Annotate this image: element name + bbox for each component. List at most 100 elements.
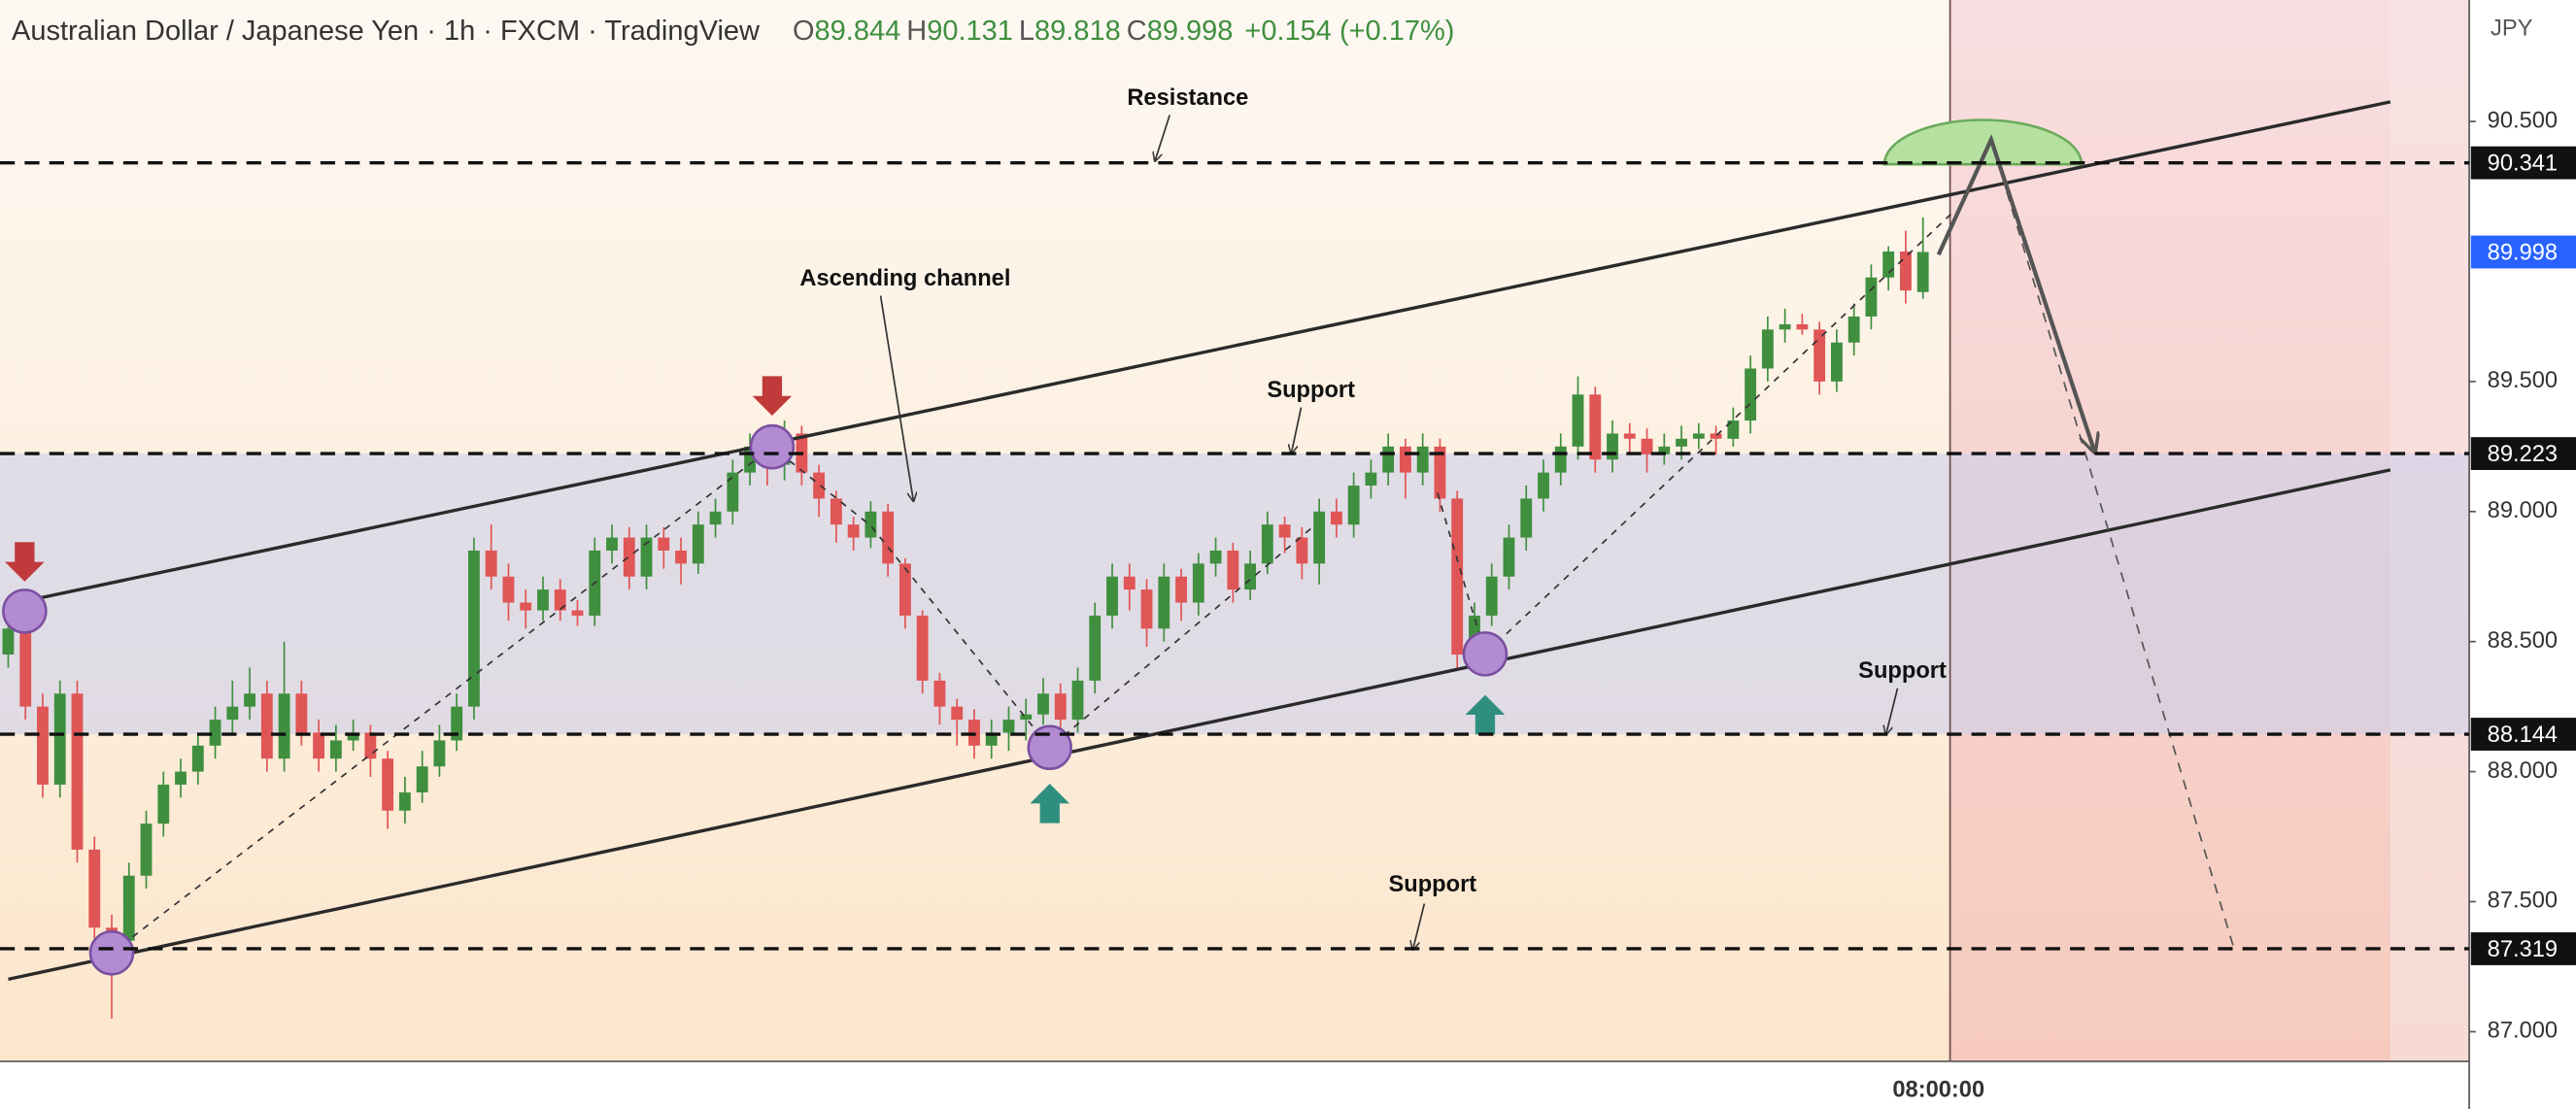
- candle-body: [1227, 550, 1239, 590]
- candle-body: [658, 537, 670, 551]
- candle-body: [675, 550, 687, 564]
- candle-body: [1140, 589, 1153, 629]
- range-zone: [0, 454, 2470, 735]
- candle-body: [122, 875, 135, 941]
- candle-body: [1054, 693, 1067, 721]
- wave-path: [1437, 209, 1956, 655]
- candle-body: [382, 758, 394, 811]
- candle-body: [71, 693, 84, 850]
- candle-body: [347, 732, 359, 741]
- candle-body: [933, 680, 946, 707]
- pivot: [1027, 724, 1073, 771]
- candle-body: [1830, 342, 1843, 382]
- candle-body: [1451, 498, 1464, 655]
- annotation-arrow: [879, 295, 914, 501]
- candle-body: [1572, 394, 1584, 447]
- candle-body: [1089, 615, 1102, 681]
- candle-body: [606, 537, 618, 551]
- channel-lower: [8, 468, 2391, 981]
- candle-body: [1520, 498, 1533, 538]
- candle-body: [1244, 563, 1257, 590]
- price-tag: [2470, 437, 2576, 470]
- candle-body: [416, 766, 428, 793]
- candle-body: [1071, 680, 1084, 721]
- candle-body: [847, 524, 860, 538]
- candle-body: [1813, 329, 1826, 382]
- candle-body: [864, 511, 877, 538]
- candle-body: [209, 720, 221, 746]
- price-tag-label: 88.144: [2488, 723, 2558, 748]
- reversal-dome: [1882, 118, 2084, 166]
- ohlc-value: 89.818: [1034, 16, 1121, 47]
- candle-body: [1400, 446, 1411, 473]
- channel-upper: [8, 100, 2391, 607]
- candle-body: [899, 563, 911, 616]
- annotation-arrow: [1291, 407, 1303, 454]
- ohlc-value: 89.998: [1146, 16, 1234, 47]
- candle-body: [1313, 511, 1326, 564]
- candle-body: [882, 511, 895, 564]
- candle-body: [640, 537, 653, 577]
- candle-body: [485, 550, 497, 577]
- pivot: [2, 588, 48, 634]
- candle-body: [951, 706, 964, 721]
- candle-body: [1209, 550, 1222, 564]
- candle-body: [520, 602, 532, 611]
- candle-body: [1037, 693, 1049, 715]
- annotation: Ascending channel: [799, 266, 1010, 291]
- price-tag: [2470, 932, 2576, 965]
- candle-body: [1002, 720, 1015, 733]
- candle-body: [1434, 446, 1446, 499]
- candle-body: [1796, 323, 1809, 330]
- candle-body: [1485, 576, 1498, 616]
- pivots: [2, 423, 1508, 976]
- ohlc-key: O: [792, 16, 815, 47]
- candle-body: [1692, 433, 1705, 439]
- candle-body: [1278, 524, 1291, 538]
- candle-body: [313, 732, 325, 759]
- annotation-arrow: [1413, 903, 1426, 950]
- candle-body: [260, 693, 273, 759]
- price-tag-label: 89.223: [2488, 442, 2558, 467]
- candle-body: [1382, 446, 1395, 473]
- candle-body: [1882, 251, 1895, 278]
- candle-body: [1607, 433, 1618, 460]
- candle-body: [830, 498, 842, 525]
- y-tick-label: 87.000: [2488, 1019, 2558, 1044]
- currency: JPY: [2491, 17, 2533, 42]
- wave-path: [111, 446, 1315, 954]
- candle-body: [744, 446, 757, 473]
- legend-header: Australian Dollar / Japanese Yen · 1h · …: [12, 16, 1454, 48]
- candle-body: [1847, 316, 1860, 343]
- candle-body: [1710, 433, 1722, 439]
- candle-body: [451, 706, 463, 741]
- candle-body: [1538, 472, 1549, 499]
- price-tag: [2470, 718, 2576, 751]
- candle-body: [1347, 486, 1360, 525]
- pivot: [749, 423, 796, 470]
- candle-body: [244, 693, 256, 707]
- annotation: Support: [1388, 872, 1476, 897]
- candle-body: [1296, 537, 1308, 564]
- candle-body: [1900, 251, 1912, 291]
- pivot: [1462, 631, 1508, 677]
- candle-body: [1676, 438, 1687, 447]
- ohlc-key: L: [1018, 16, 1035, 47]
- candle-body: [295, 693, 308, 733]
- candle-body: [329, 740, 342, 759]
- candle-body: [1261, 524, 1273, 564]
- down-arrow: [752, 376, 793, 417]
- candle-body: [1589, 394, 1602, 460]
- candle-body: [53, 693, 66, 785]
- annotation: Support: [1858, 658, 1947, 684]
- candle-body: [1192, 563, 1204, 603]
- candle-body: [1554, 446, 1567, 473]
- annotation-arrow: [1886, 688, 1899, 734]
- price-tag-label: 90.341: [2488, 151, 2558, 177]
- candle-body: [37, 706, 49, 785]
- candle-body: [88, 849, 101, 928]
- candle-body: [2, 628, 15, 655]
- candle-body: [1623, 433, 1636, 439]
